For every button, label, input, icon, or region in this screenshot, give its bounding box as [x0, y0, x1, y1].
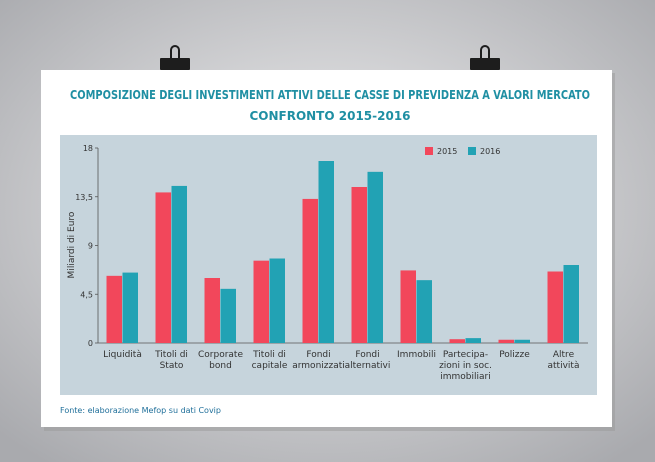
bar [400, 270, 416, 343]
x-tick-label: Corporate bond [198, 350, 243, 371]
legend-swatch [468, 147, 476, 155]
bar [416, 280, 432, 343]
chart-title: COMPOSIZIONE DEGLI INVESTIMENTI ATTIVI D… [70, 88, 590, 102]
bar [498, 339, 514, 343]
bar [367, 171, 383, 343]
legend-swatch [425, 147, 433, 155]
bar [465, 338, 481, 343]
y-axis-label: Miliardi di Euro [67, 211, 77, 278]
y-tick-label: 18 [83, 144, 93, 153]
x-tick-label: Titoli di Stato [154, 350, 188, 371]
bar [106, 275, 122, 343]
bar [155, 192, 171, 343]
x-tick-label: Liquidità [103, 350, 142, 360]
bar [269, 258, 285, 343]
y-tick-label: 13,5 [75, 193, 93, 202]
bar [302, 198, 318, 343]
y-tick-label: 0 [88, 339, 93, 348]
bar [122, 272, 138, 343]
clip [160, 45, 500, 70]
x-tick-label: Fondi alternativi [345, 350, 391, 371]
y-tick-label: 4,5 [80, 290, 93, 299]
y-tick-label: 9 [88, 242, 93, 251]
x-tick-label: Titoli di capitale [252, 350, 288, 371]
x-tick-label: Immobili [397, 350, 436, 360]
source-note: Fonte: elaborazione Mefop su dati Covip [60, 406, 221, 415]
bar [514, 339, 530, 343]
legend-label: 2016 [480, 147, 500, 156]
bar [204, 278, 220, 343]
x-tick-label: Polizze [499, 350, 530, 360]
bar [253, 260, 269, 343]
legend-label: 2015 [437, 147, 457, 156]
x-tick-label: Fondi armonizzati [292, 350, 345, 371]
bar [449, 339, 465, 343]
bar [351, 187, 367, 343]
chart-subtitle: CONFRONTO 2015-2016 [249, 109, 410, 123]
bar [547, 271, 563, 343]
bar [171, 185, 187, 343]
bar [220, 288, 236, 343]
x-tick-label: Partecipa-zioni in soc. immobiliari [439, 350, 492, 382]
x-tick-label: Altre attività [548, 350, 580, 371]
bar [563, 265, 579, 343]
bar [318, 161, 334, 343]
